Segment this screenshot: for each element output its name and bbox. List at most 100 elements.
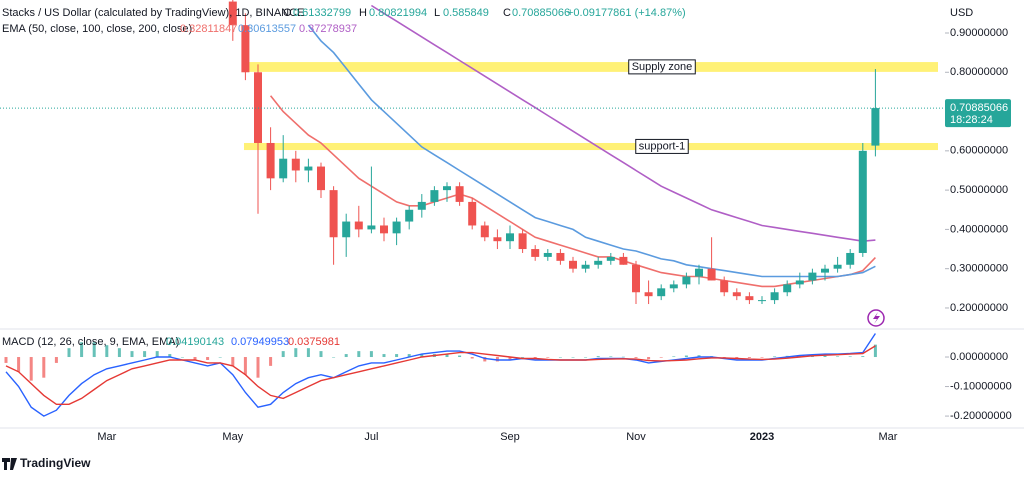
zones: [244, 62, 938, 151]
candle-body: [569, 260, 577, 269]
macd-histogram-bar: [54, 357, 58, 363]
candle-body: [367, 225, 376, 230]
candle-body: [682, 276, 691, 285]
macd-histogram-bar: [571, 357, 575, 358]
macd-histogram-bar: [521, 357, 525, 358]
candle-body: [455, 186, 464, 202]
y-tick-label: 0.30000000: [950, 263, 1008, 275]
y-tick-label: 0.00000000: [950, 351, 1008, 363]
candle-body: [317, 166, 325, 191]
candle-body: [619, 256, 628, 265]
macd-histogram-bar: [332, 357, 336, 358]
y-tick-label: 0.20000000: [950, 302, 1008, 314]
macd-histogram-bar: [180, 357, 184, 358]
x-tick-label: Mar: [879, 431, 898, 443]
zone-label-box: [628, 59, 696, 75]
candle-body: [732, 292, 741, 297]
candle-body: [493, 237, 502, 242]
macd-histogram-bar: [319, 351, 323, 358]
macd-histogram-bar: [344, 354, 348, 358]
candle-body: [354, 221, 363, 230]
candle-body: [871, 108, 880, 146]
zone: [244, 142, 938, 151]
candle-body: [480, 225, 489, 238]
candle-body: [833, 264, 842, 269]
macd-histogram-bar: [243, 357, 247, 375]
ohlc-label: C: [503, 7, 511, 19]
ema-value: 0.37278937: [299, 23, 357, 35]
y-tick-label: 0.90000000: [950, 27, 1008, 39]
macd-histogram-bar: [773, 356, 777, 358]
macd-histogram-bar: [558, 357, 562, 358]
event-icon-glyph: [873, 312, 880, 324]
macd-histogram-bar: [130, 351, 134, 358]
candle-body: [720, 280, 729, 293]
macd-histogram-bar: [584, 357, 588, 358]
macd-histogram-bar: [596, 356, 600, 358]
macd-histogram-bar: [4, 357, 8, 363]
candle-body: [644, 292, 653, 297]
candle-body: [858, 150, 867, 253]
ema-line: [370, 4, 876, 243]
macd-histogram-bar: [420, 354, 424, 358]
macd-histogram-bar: [105, 345, 109, 358]
candle-body: [543, 252, 552, 257]
macd-histogram-bar: [798, 355, 802, 358]
macd-value: 0.04190143: [166, 336, 224, 348]
macd-histogram-bar: [92, 342, 96, 358]
signal-line: [5, 345, 876, 405]
candle-body: [506, 233, 514, 242]
candle-body: [342, 221, 351, 238]
price-pane: [0, 0, 945, 305]
macd-histogram-bar: [861, 356, 865, 358]
axis-unit: USD: [950, 7, 973, 19]
macd-histogram-bar: [470, 357, 474, 359]
macd-histogram-bar: [697, 355, 701, 358]
macd-histogram-bar: [760, 357, 764, 358]
macd-histogram-bar: [256, 357, 260, 378]
macd-histogram-bar: [684, 355, 688, 358]
candle-body: [657, 288, 666, 297]
x-tick-label: Nov: [626, 431, 646, 443]
x-tick-label: May: [222, 431, 243, 443]
candle-body: [795, 280, 804, 285]
macd-histogram-bar: [458, 355, 462, 358]
ohlc-value: 0.585849: [443, 7, 489, 19]
macd-value: 0.07949953: [231, 336, 289, 348]
macd-histogram-bar: [546, 357, 550, 358]
y-tick-label: 0.80000000: [950, 66, 1008, 78]
macd-histogram-bar: [294, 348, 298, 358]
candle-body: [581, 264, 590, 269]
candle-body: [606, 256, 615, 261]
ema-value: 0.30613557: [238, 23, 296, 35]
candle-body: [707, 268, 716, 281]
candle-body: [669, 284, 678, 289]
macd-histogram-bar: [659, 357, 663, 358]
candle-body: [846, 252, 855, 265]
countdown: 18:28:24: [950, 114, 993, 126]
macd-histogram-bar: [609, 356, 613, 358]
macd-histogram-bar: [269, 357, 273, 366]
macd-histogram-bar: [621, 356, 625, 358]
macd-histogram-bar: [395, 354, 399, 358]
macd-histogram-bar: [508, 357, 512, 360]
axes: 0.20000000 0.30000000 0.40000000 0.50000000…: [97, 27, 1011, 443]
ohlc-label: L: [434, 7, 440, 19]
candle-body: [241, 25, 250, 73]
candle-body: [821, 268, 829, 273]
macd-histogram-bar: [306, 348, 310, 358]
x-tick-label: Mar: [97, 431, 116, 443]
candle-body: [380, 225, 388, 234]
candle-body: [531, 249, 540, 257]
y-tick-label: -0.20000000: [950, 410, 1012, 422]
macd-histogram-bar: [281, 351, 285, 358]
brand-logo: [2, 458, 17, 470]
candle-body: [291, 158, 300, 171]
overlay-title: EMA (50, close, 100, close, 200, close): [2, 23, 192, 35]
macd-histogram-bar: [369, 351, 373, 358]
candle-body: [468, 201, 477, 226]
candle-body: [758, 300, 766, 302]
macd-histogram-bar: [168, 354, 172, 358]
macd-histogram-bar: [206, 357, 210, 360]
